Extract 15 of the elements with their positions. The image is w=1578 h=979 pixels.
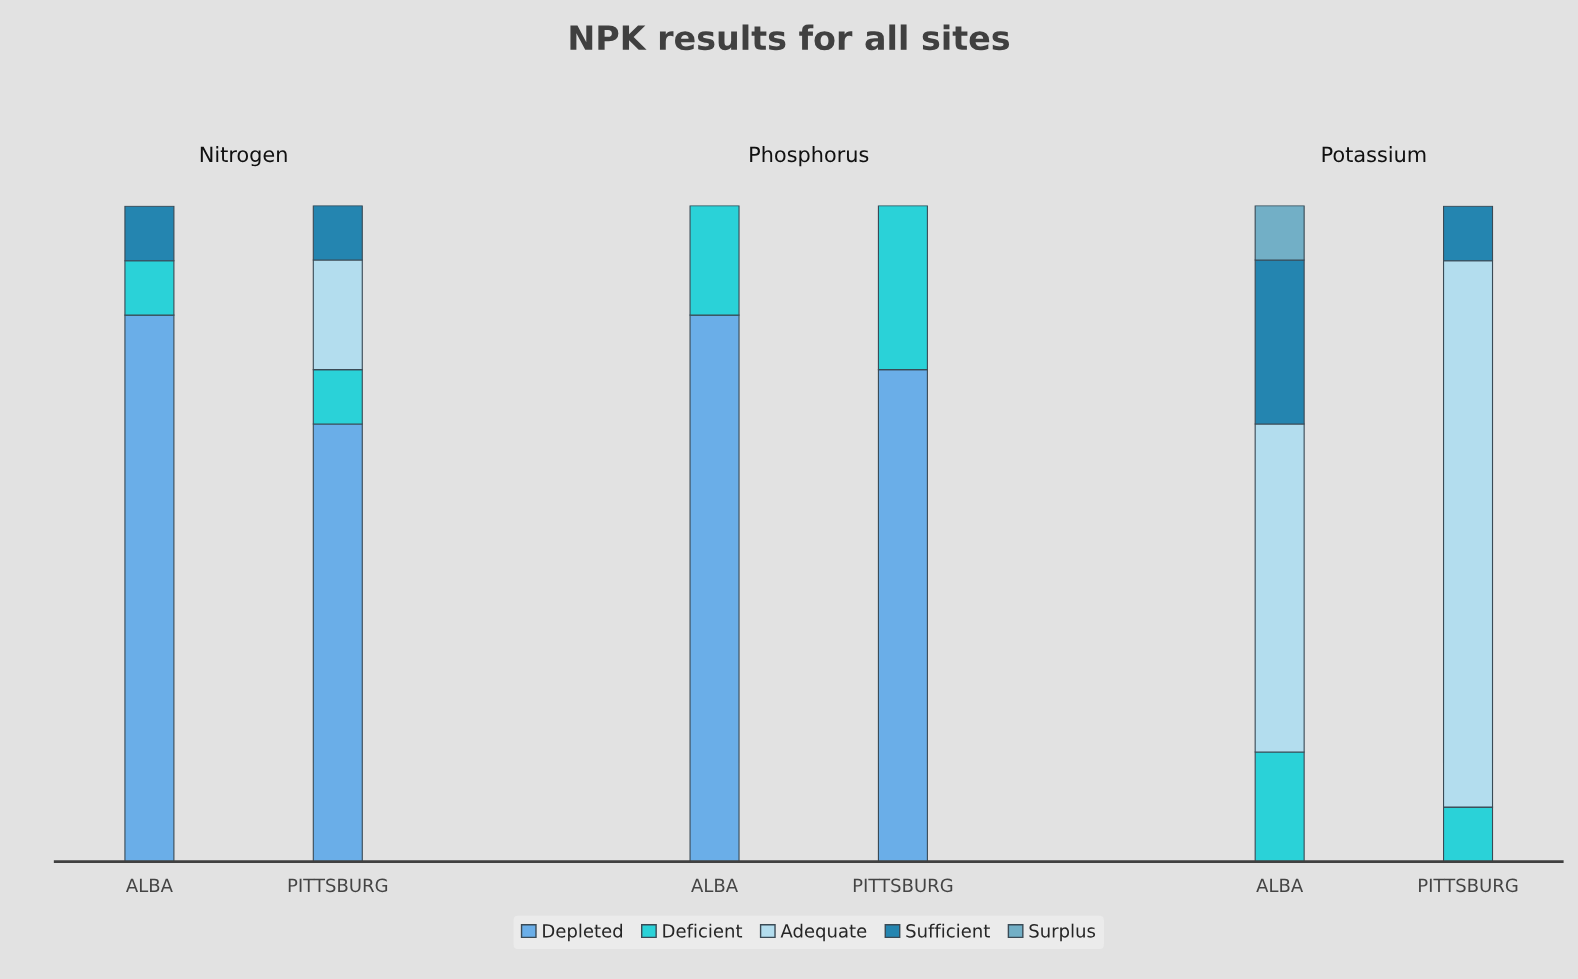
x-tick-label: PITTSBURG (853, 878, 953, 893)
chart-title: NPK results for all sites (570, 24, 1010, 51)
text: Potassium (1322, 146, 1426, 163)
legend-label: Depleted (543, 923, 623, 942)
x-tick-label: ALBA (691, 878, 738, 892)
text: Nitrogen (200, 146, 287, 167)
text: Phosphorus (750, 146, 869, 167)
legend-label: Adequate (780, 923, 867, 942)
x-tick-label: ALBA (125, 878, 173, 892)
legend-label: Surplus (1029, 923, 1096, 942)
legend-label: Sufficient (906, 923, 990, 938)
legend-label: Deficient (663, 923, 743, 938)
x-tick-label: PITTSBURG (288, 878, 388, 893)
x-tick-label: PITTSBURG (1419, 878, 1518, 893)
x-tick-label: ALBA (1256, 878, 1304, 892)
